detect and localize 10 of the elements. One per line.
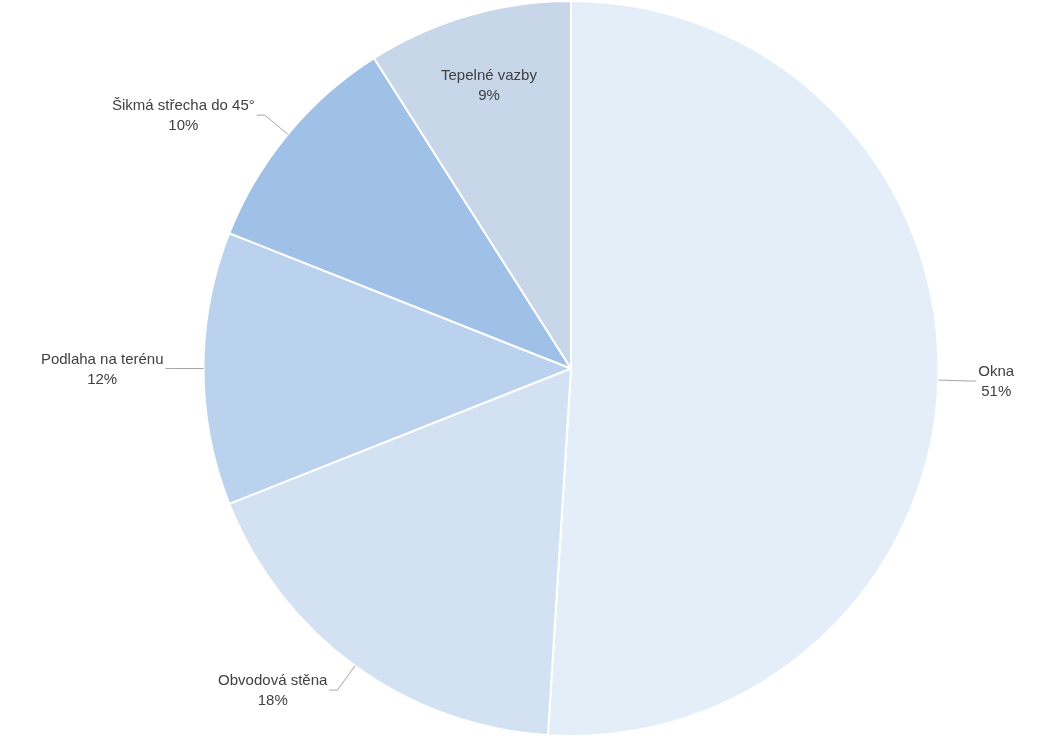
- slice-label: Podlaha na terénu: [40, 349, 164, 367]
- data-label: 51%: [981, 382, 1012, 400]
- data-label: 9%: [478, 86, 500, 104]
- slice-label: Obvodová stěna: [218, 671, 329, 689]
- data-label: 18%: [257, 691, 288, 709]
- slice-label: Okna: [978, 362, 1015, 380]
- data-label: 12%: [87, 369, 118, 387]
- slice-label: Šikmá střecha do 45°: [111, 96, 255, 114]
- data-label: 10%: [168, 116, 199, 134]
- slice-label: Tepelné vazby: [441, 66, 538, 84]
